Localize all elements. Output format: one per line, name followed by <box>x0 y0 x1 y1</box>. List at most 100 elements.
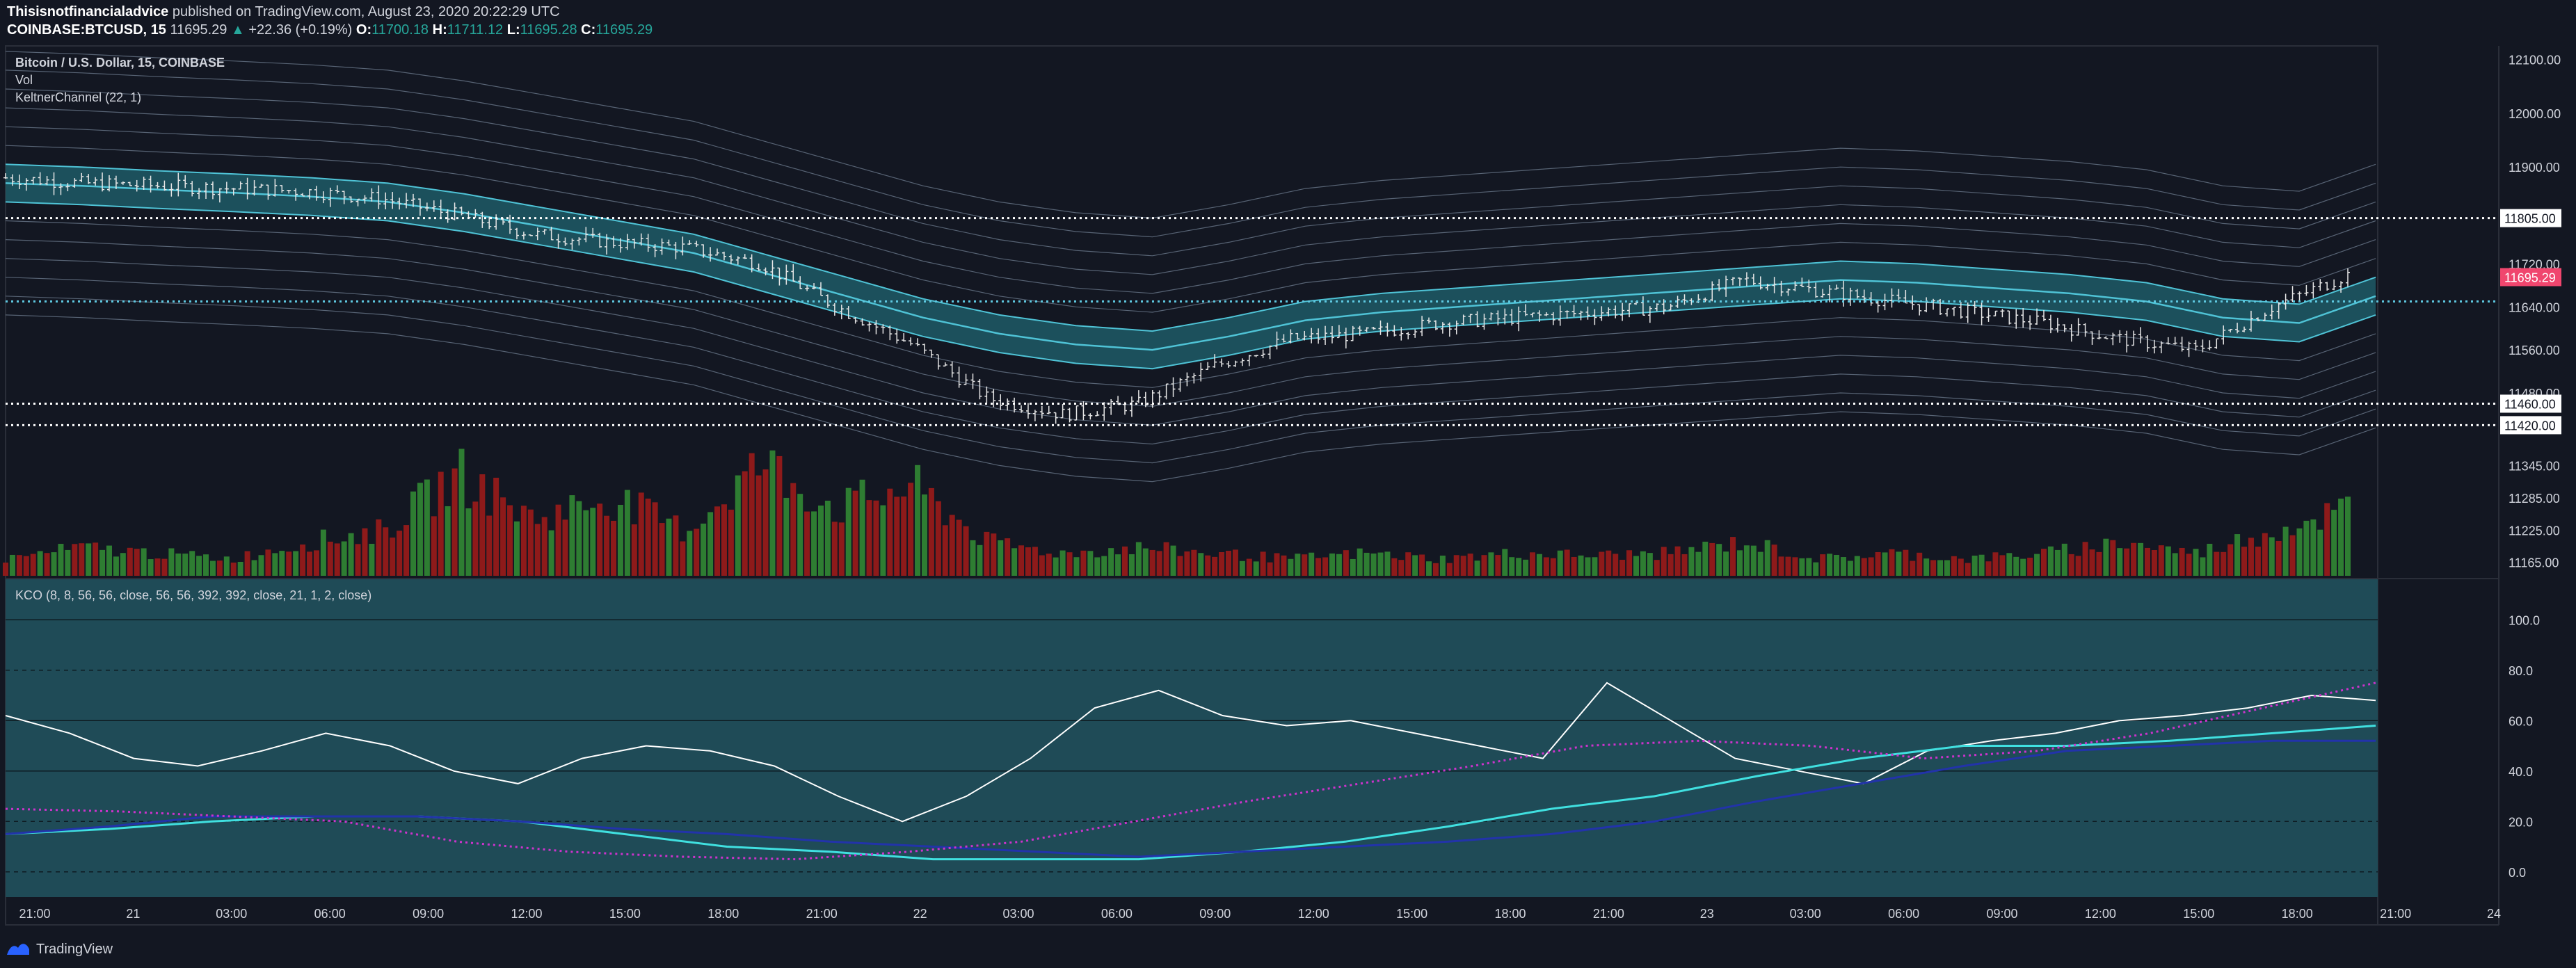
price-bar <box>210 181 215 200</box>
legend-keltner[interactable]: KeltnerChannel (22, 1) <box>15 90 141 104</box>
volume-bar <box>908 483 914 576</box>
volume-bar <box>1177 556 1183 576</box>
price-bar <box>1661 299 1666 315</box>
volume-bar <box>604 515 610 576</box>
volume-bar <box>687 531 693 576</box>
price-bar <box>2152 339 2157 354</box>
volume-bar <box>1439 555 1446 576</box>
keltner-outer-band <box>5 277 2376 445</box>
price-bar <box>584 227 589 243</box>
volume-bar <box>1073 557 1080 576</box>
time-tick-label: 18:00 <box>2282 907 2313 921</box>
volume-bar <box>921 494 927 576</box>
price-bar <box>605 234 609 255</box>
price-bar <box>1475 311 1480 328</box>
time-tick-label: 09:00 <box>413 907 444 921</box>
volume-bar <box>804 511 810 576</box>
price-bar <box>1875 300 1880 313</box>
price-bar <box>231 188 236 195</box>
volume-bar <box>279 551 285 576</box>
volume-bar <box>755 475 762 576</box>
price-bar <box>1827 284 1832 302</box>
volume-bar <box>1903 549 1909 576</box>
volume-bar <box>2144 547 2150 576</box>
volume-bar <box>1005 538 1011 576</box>
volume-bar <box>1889 549 1895 576</box>
volume-bar <box>1198 553 1204 576</box>
time-tick-label: 15:00 <box>2183 907 2214 921</box>
price-bar <box>1095 411 1100 417</box>
volume-bar <box>1557 550 1563 576</box>
high-value: 11711.12 <box>447 22 504 38</box>
author-name[interactable]: Thisisnotfinancialadvice <box>7 4 169 19</box>
price-bar <box>349 196 353 203</box>
price-bar <box>812 283 817 290</box>
last-price-text: 11695.29 <box>170 22 227 38</box>
volume-bar <box>1840 557 1846 576</box>
price-tick-label: 11720.00 <box>2509 257 2560 271</box>
chart-header: Thisisnotfinancialadvice published on Tr… <box>7 3 2483 45</box>
price-bar <box>1993 310 1998 316</box>
volume-bar <box>258 555 264 576</box>
kco-series-line <box>5 681 2376 861</box>
volume-bar <box>977 544 983 576</box>
volume-bar <box>1357 548 1363 576</box>
volume-bar <box>1619 559 1626 576</box>
volume-bar <box>1681 554 1688 576</box>
price-bar <box>659 238 664 255</box>
volume-bar <box>1219 552 1225 576</box>
volume-bar <box>493 477 499 576</box>
footer-brand[interactable]: TradingView <box>6 939 113 960</box>
price-bar <box>625 234 630 250</box>
volume-bar <box>1530 552 1536 576</box>
price-bar <box>1364 327 1369 332</box>
price-bar <box>1323 325 1328 345</box>
volume-bar <box>1757 551 1763 576</box>
price-bar <box>314 186 319 201</box>
price-bar <box>957 366 961 388</box>
volume-bar <box>2172 553 2178 576</box>
volume-bar <box>417 483 423 576</box>
price-bar <box>1378 320 1383 335</box>
price-bar <box>1869 292 1873 306</box>
legend-vol[interactable]: Vol <box>15 73 33 87</box>
volume-bar <box>1674 546 1681 576</box>
volume-bar <box>341 541 347 576</box>
volume-bar <box>1585 557 1591 576</box>
volume-bar <box>2234 534 2241 576</box>
legend-kco[interactable]: KCO (8, 8, 56, 56, close, 56, 56, 392, 3… <box>15 588 371 602</box>
volume-bar <box>824 501 831 576</box>
price-bar <box>653 244 657 257</box>
price-bar <box>715 248 720 256</box>
price-bar <box>708 247 713 262</box>
kco-axis[interactable]: 100.0 80.0 60.0 40.0 20.0 0.0 <box>2509 613 2540 880</box>
price-bar <box>1433 320 1438 330</box>
volume-bar <box>707 512 714 576</box>
price-bar <box>991 389 996 408</box>
price-axis[interactable]: 12100.00 12000.00 11900.00 11805.00 11720.00… <box>2500 53 2561 570</box>
keltner-outer-band <box>5 314 2376 483</box>
price-bar <box>1309 328 1314 344</box>
price-bar <box>1164 383 1169 400</box>
time-tick-label: 12:00 <box>511 907 542 921</box>
price-bar <box>204 182 209 200</box>
kco-series-line <box>5 681 2376 823</box>
price-bar <box>245 177 250 200</box>
volume-bar <box>534 524 541 576</box>
time-axis[interactable]: 21:00 21 03:00 06:00 09:00 12:00 15:00 18:00 21:… <box>19 907 2501 921</box>
time-tick-label: 09:00 <box>1199 907 1231 921</box>
price-bar <box>1703 297 1708 302</box>
volume-bar <box>1785 556 1791 576</box>
price-bar <box>1192 373 1197 384</box>
volume-bar <box>1516 558 1522 576</box>
price-bar <box>1496 310 1501 325</box>
price-bar <box>1185 372 1190 387</box>
price-bar <box>2104 336 2109 339</box>
volume-bar <box>520 506 527 576</box>
price-bar <box>1682 294 1687 305</box>
volume-bar <box>1419 554 1425 576</box>
price-bar <box>860 318 865 326</box>
volume-bar <box>216 560 223 576</box>
volume-bar <box>617 504 623 576</box>
